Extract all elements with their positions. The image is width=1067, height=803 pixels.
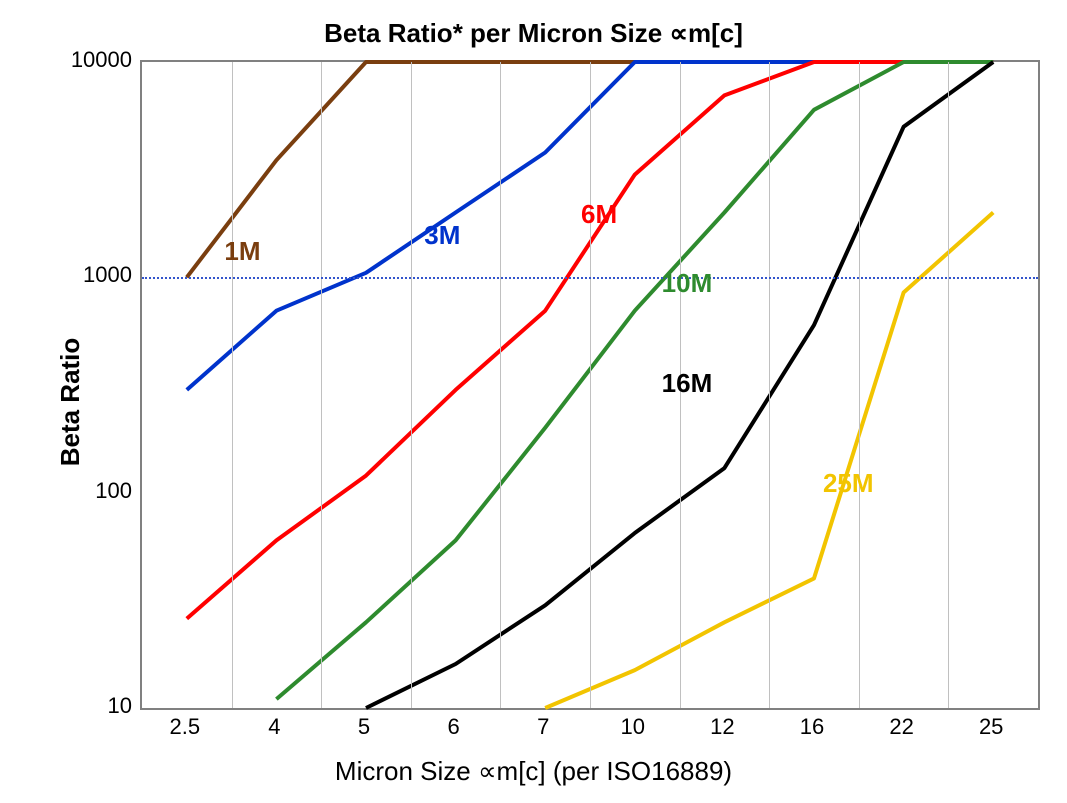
gridline xyxy=(500,62,501,708)
x-tick-label: 25 xyxy=(979,714,1003,740)
x-tick-label: 6 xyxy=(447,714,459,740)
reference-line xyxy=(142,277,1038,279)
x-tick-label: 4 xyxy=(268,714,280,740)
series-label-6M: 6M xyxy=(581,199,617,230)
chart-container: Beta Ratio* per Micron Size ∝m[c] Beta R… xyxy=(0,0,1067,803)
series-label-3M: 3M xyxy=(424,220,460,251)
gridline xyxy=(590,62,591,708)
gridline xyxy=(769,62,770,708)
y-tick-label: 1000 xyxy=(62,262,132,288)
x-tick-label: 5 xyxy=(358,714,370,740)
gridline xyxy=(859,62,860,708)
x-tick-label: 7 xyxy=(537,714,549,740)
plot-area: 1M 3M 6M 10M 16M 25M xyxy=(140,60,1040,710)
y-tick-label: 100 xyxy=(62,478,132,504)
x-tick-label: 22 xyxy=(889,714,913,740)
series-label-25M: 25M xyxy=(823,468,874,499)
x-tick-label: 12 xyxy=(710,714,734,740)
chart-title: Beta Ratio* per Micron Size ∝m[c] xyxy=(0,18,1067,49)
series-label-10M: 10M xyxy=(662,268,713,299)
x-axis-label: Micron Size ∝m[c] (per ISO16889) xyxy=(0,756,1067,787)
gridline xyxy=(232,62,233,708)
y-tick-label: 10 xyxy=(62,693,132,719)
series-line-10M xyxy=(276,62,993,699)
gridline xyxy=(321,62,322,708)
x-tick-label: 2.5 xyxy=(170,714,201,740)
y-tick-label: 10000 xyxy=(62,47,132,73)
y-axis-label: Beta Ratio xyxy=(55,337,86,466)
x-tick-label: 10 xyxy=(621,714,645,740)
gridline xyxy=(411,62,412,708)
x-tick-label: 16 xyxy=(800,714,824,740)
gridline xyxy=(948,62,949,708)
series-label-1M: 1M xyxy=(224,236,260,267)
series-label-16M: 16M xyxy=(662,368,713,399)
